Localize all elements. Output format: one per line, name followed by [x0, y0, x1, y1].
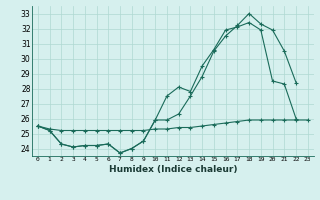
X-axis label: Humidex (Indice chaleur): Humidex (Indice chaleur) — [108, 165, 237, 174]
